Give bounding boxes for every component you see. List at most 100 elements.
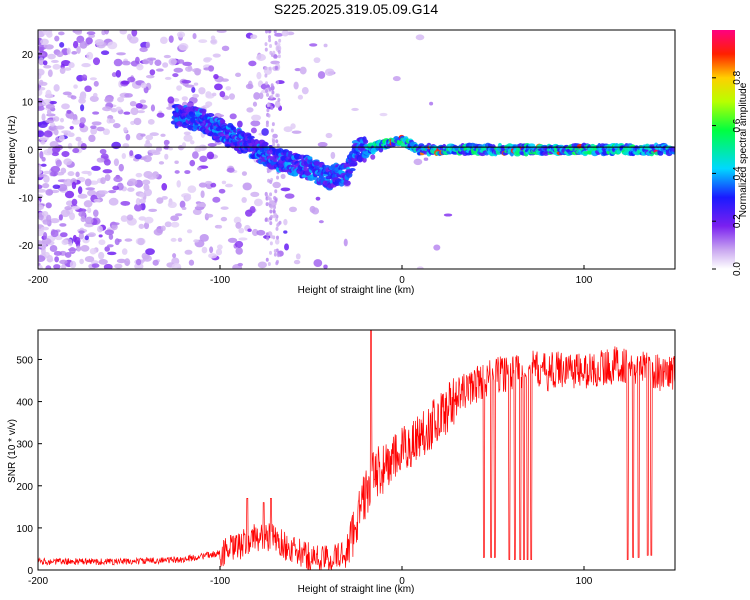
spectral-cell [107,244,114,248]
spectral-cell [268,35,272,40]
ridge-cell [393,136,399,140]
spectral-cell [297,94,304,100]
ridge-cell [314,165,321,170]
spectral-cell [176,85,182,91]
spectral-cell [49,100,57,105]
spectral-cell [291,130,302,134]
spectral-cell [53,250,62,256]
spectral-cell [45,202,52,209]
spectral-cell [151,151,161,155]
spectral-cell [61,263,67,269]
spectral-cell [164,153,169,160]
spectral-cell [199,155,208,163]
spectral-cell [323,43,328,48]
spectral-cell [265,89,269,94]
bottom-y-axis-label: SNR (10 * v/v) [7,419,18,483]
spectral-cell [69,260,77,269]
spectral-cell [251,114,262,121]
spectral-cell [38,174,45,178]
spectral-cell [181,206,187,211]
spectral-cell [205,180,213,185]
spectral-cell [104,246,111,252]
spectral-cell [114,263,123,269]
spectral-cell [71,181,77,190]
spectral-cell [98,190,109,195]
spectral-cell [317,141,328,148]
spectral-cell [185,66,193,72]
spectral-cell [149,132,159,137]
spectral-cell [163,139,169,146]
spectral-cell [104,97,114,103]
bottom-x-tick-label: 100 [576,576,593,587]
spectral-cell [38,184,43,190]
spectral-cell [219,90,226,98]
spectral-cell [44,44,54,50]
spectral-cell [135,102,143,109]
spectral-cell [273,252,277,257]
spectral-cell [148,208,158,212]
spectral-cell [433,244,441,251]
spectral-cell [52,116,60,122]
spectral-cell [67,132,75,138]
spectral-cell [58,134,65,142]
spectral-cell [274,100,281,108]
spectral-cell [93,198,101,203]
spectral-cell [278,220,282,225]
spectral-cell [280,187,291,192]
spectral-cell [186,102,194,107]
spectral-cell [136,110,146,114]
spectral-cell [143,155,152,163]
spectral-cell [318,220,324,224]
spectral-cell [108,197,119,206]
spectral-cell [156,112,165,118]
spectral-cell [158,161,165,165]
spectral-cell [277,253,281,258]
spectral-cell [69,113,74,120]
spectral-cell [93,80,99,87]
spectral-cell [74,30,82,35]
spectral-cell [42,183,50,189]
spectral-cell [208,65,215,72]
spectral-cell [123,127,128,133]
spectral-cell [161,195,168,200]
spectral-cell [265,123,269,128]
spectral-cell [160,36,168,45]
spectral-cell [89,77,97,81]
spectral-cell [80,215,86,223]
spectral-cell [45,265,52,269]
spectral-cell [273,196,277,201]
spectral-cell [266,236,270,241]
spectral-cell [121,60,131,66]
spectral-cell [133,117,142,126]
spectral-cell [313,57,321,64]
spectral-cell [59,223,67,227]
spectral-cell [323,264,328,269]
spectral-cell [184,249,193,255]
spectral-cell [55,159,62,167]
spectral-cell [284,243,289,251]
spectral-cell [144,216,154,224]
spectral-cell [124,238,133,242]
spectral-cell [38,121,48,129]
spectral-cell [129,150,134,157]
spectral-cell [167,201,177,209]
spectral-cell [85,37,93,45]
spectral-cell [71,50,78,55]
spectral-cell [38,262,41,266]
spectral-cell [104,229,114,236]
top-y-tick-label: 10 [22,98,34,109]
spectral-cell [112,185,120,191]
spectral-cell [271,122,275,127]
bottom-y-tick-label: 200 [16,482,33,493]
spectral-cell [56,51,64,58]
spectral-cell [238,227,245,234]
spectral-cell [204,213,214,218]
spectral-cell [139,192,145,198]
spectral-cell [38,106,45,111]
spectral-cell [268,250,272,255]
spectral-cell [183,131,191,136]
spectral-cell [99,148,107,155]
spectral-cell [80,143,87,150]
spectral-cell [61,103,70,110]
